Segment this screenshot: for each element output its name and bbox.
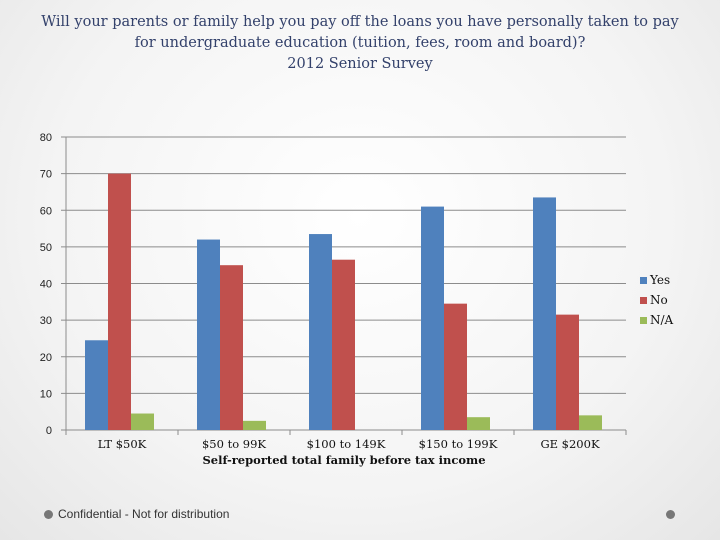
footer-bullet-right	[666, 510, 675, 519]
y-tick-label-30: 30	[40, 315, 52, 327]
y-tick-label-80: 80	[40, 132, 52, 144]
title-line-2: for undergraduate education (tuition, fe…	[134, 35, 586, 51]
title-line-1: Will your parents or family help you pay…	[41, 14, 679, 30]
y-tick-label-60: 60	[40, 205, 52, 217]
bar-no-1	[220, 265, 243, 430]
title-line-3: 2012 Senior Survey	[287, 56, 433, 72]
bar-no-4	[556, 314, 579, 430]
legend-label-na: N/A	[650, 313, 674, 327]
y-tick-label-40: 40	[40, 279, 52, 291]
legend-label-yes: Yes	[649, 273, 670, 287]
legend-swatch-yes	[640, 277, 647, 284]
bar-no-3	[444, 303, 467, 430]
legend-swatch-no	[640, 297, 647, 304]
x-tick-label-2: $100 to 149K	[307, 437, 386, 451]
bar-yes-2	[309, 234, 332, 430]
bar-na-3	[467, 417, 490, 430]
bar-na-4	[579, 415, 602, 430]
bar-yes-3	[421, 206, 444, 430]
legend-swatch-na	[640, 317, 647, 324]
y-tick-label-10: 10	[40, 388, 52, 400]
bar-no-2	[332, 259, 355, 430]
bar-no-0	[108, 173, 131, 430]
chart-title: Will your parents or family help you pay…	[40, 12, 680, 75]
footer-bullet-left	[44, 510, 53, 519]
bar-yes-4	[533, 197, 556, 430]
x-tick-label-1: $50 to 99K	[202, 437, 266, 451]
x-axis-label: Self-reported total family before tax in…	[202, 453, 485, 467]
x-tick-label-4: GE $200K	[540, 437, 600, 451]
bar-na-1	[243, 420, 266, 430]
bar-yes-0	[85, 340, 108, 430]
y-tick-label-50: 50	[40, 242, 52, 254]
legend-label-no: No	[650, 293, 668, 307]
bar-yes-1	[197, 239, 220, 430]
y-tick-label-70: 70	[40, 169, 52, 181]
y-tick-label-20: 20	[40, 352, 52, 364]
y-tick-label-0: 0	[46, 425, 52, 437]
footer-text: Confidential - Not for distribution	[58, 507, 230, 521]
x-tick-label-0: LT $50K	[98, 437, 147, 451]
x-tick-label-3: $150 to 199K	[419, 437, 498, 451]
bar-na-0	[131, 413, 154, 430]
